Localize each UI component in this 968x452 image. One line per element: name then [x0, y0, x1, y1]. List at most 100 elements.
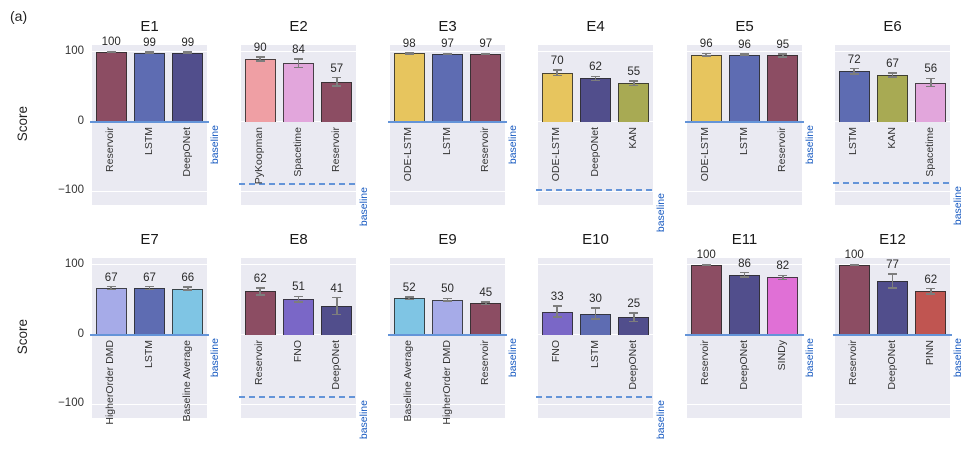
error-bar-cap [629, 84, 639, 87]
error-bar-cap [106, 51, 116, 54]
baseline-line [833, 333, 952, 336]
error-bar-cap [849, 73, 859, 75]
gridline [241, 190, 356, 192]
plot-area: 90 84 57 PyKoopman Spacetime Reservoir baselin… [239, 41, 370, 226]
bar [767, 55, 799, 122]
bar-category-label: PINN [923, 339, 936, 365]
error-bar-cap [106, 285, 116, 288]
error-bar-cap [404, 298, 414, 301]
bar-category-label: HigherOrder DMD [440, 339, 453, 425]
error-bar [930, 78, 932, 87]
bar-value-label: 90 [253, 41, 267, 54]
gridline [390, 51, 505, 53]
bar [877, 74, 908, 122]
bar [134, 52, 165, 122]
error-bar [336, 297, 338, 315]
error-bar-cap [332, 85, 342, 87]
error-bar-cap [888, 287, 897, 289]
error-bar-cap [145, 285, 154, 288]
bar-category-label: DeepONet [329, 339, 342, 390]
error-bar-cap [294, 295, 303, 297]
error-bar [705, 53, 707, 57]
bar-category-label: Reservoir [104, 126, 117, 172]
error-bar-cap [145, 51, 154, 53]
subplot-title: E6 [883, 18, 902, 35]
bar-value-label: 96 [699, 38, 713, 51]
bar-value-label: 62 [589, 61, 602, 74]
plot-area: 67 67 66 HigherOrder DMD LSTM Baseline Averag… [90, 258, 221, 424]
bar [432, 54, 463, 122]
gridline [241, 121, 356, 123]
error-bar-cap [888, 76, 897, 78]
error-bar-cap [591, 75, 600, 78]
subplot-title: E9 [438, 231, 457, 248]
error-bar [110, 286, 112, 290]
bar-category-label: Reservoir [253, 339, 266, 385]
subplot-title: E4 [586, 18, 605, 35]
baseline-line [536, 188, 655, 191]
error-bar-cap [926, 287, 936, 290]
y-tick-label: 100 [64, 44, 84, 57]
error-bar-cap [145, 52, 154, 55]
error-bar [336, 77, 338, 87]
bar-value-label: 56 [924, 63, 938, 76]
bar-category-label: LSTM [142, 126, 155, 155]
bar-category-label: LSTM [440, 126, 453, 155]
bar-value-label: 82 [776, 260, 790, 273]
plot-area: 70 62 55 ODE-LSTM DeepONet KAN baseline [536, 45, 667, 232]
bar-value-label: 100 [844, 249, 864, 262]
error-bar-cap [701, 52, 711, 55]
bar [767, 277, 799, 335]
error-bar [259, 287, 261, 295]
bar-value-label: 41 [330, 282, 344, 295]
subplot-e5: E5 96 96 95 ODE-LSTM LSTM Reservoir baseline [685, 18, 816, 208]
bar [618, 83, 650, 122]
error-bar-cap [926, 77, 936, 80]
error-bar [556, 306, 558, 318]
error-bar-cap [183, 289, 193, 291]
baseline-line [239, 396, 358, 399]
error-bar-cap [332, 296, 342, 299]
baseline-line [388, 120, 507, 123]
y-tick-label: 0 [77, 114, 84, 127]
baseline-label: baseline [655, 192, 667, 232]
error-bar-cap [404, 51, 414, 54]
bar [283, 63, 314, 122]
error-bar-cap [106, 50, 116, 52]
error-bar [782, 54, 784, 57]
bar [729, 54, 760, 122]
gridline [835, 190, 950, 192]
subplot-title: E2 [289, 18, 308, 35]
bar [690, 54, 722, 122]
error-bar-cap [888, 273, 897, 275]
subplot-title: E1 [140, 18, 159, 35]
baseline-label: baseline [358, 400, 370, 440]
subplot-e4: E4 70 62 55 ODE-LSTM DeepONet KAN baseline [536, 18, 667, 232]
subplot-e9: E9 52 50 45 Baseline Average HigherOrder DMD R… [388, 231, 519, 424]
baseline-line [833, 181, 952, 184]
baseline-label: baseline [952, 337, 964, 377]
bar-value-label: 52 [402, 281, 416, 294]
bar [470, 54, 502, 122]
gridline [538, 190, 653, 192]
error-bar-cap [591, 79, 600, 82]
bar-category-label: DeepONet [588, 126, 601, 177]
plot-area: 62 51 41 Reservoir FNO DeepONet baseline [239, 258, 370, 439]
error-bar-cap [701, 263, 711, 265]
gridline [390, 403, 505, 405]
bar-category-label: LSTM [142, 339, 155, 368]
plot-area: 96 96 95 ODE-LSTM LSTM Reservoir baseline [685, 38, 816, 205]
bar-value-label: 67 [143, 271, 156, 284]
subplot-e1: E1 100 99 99 Reservoir LSTM DeepONet baseline [90, 18, 221, 208]
bar-category-label: Spacetime [923, 126, 936, 177]
bar-category-label: ODE-LSTM [402, 126, 415, 181]
bar [393, 53, 425, 122]
y-tick-label: 0 [77, 327, 84, 340]
bar-category-label: LSTM [588, 339, 601, 368]
error-bar-cap [849, 264, 859, 267]
error-bar-cap [629, 320, 639, 323]
gridline [390, 264, 505, 266]
error-bar-cap [701, 55, 711, 57]
error-bar-cap [332, 76, 342, 79]
